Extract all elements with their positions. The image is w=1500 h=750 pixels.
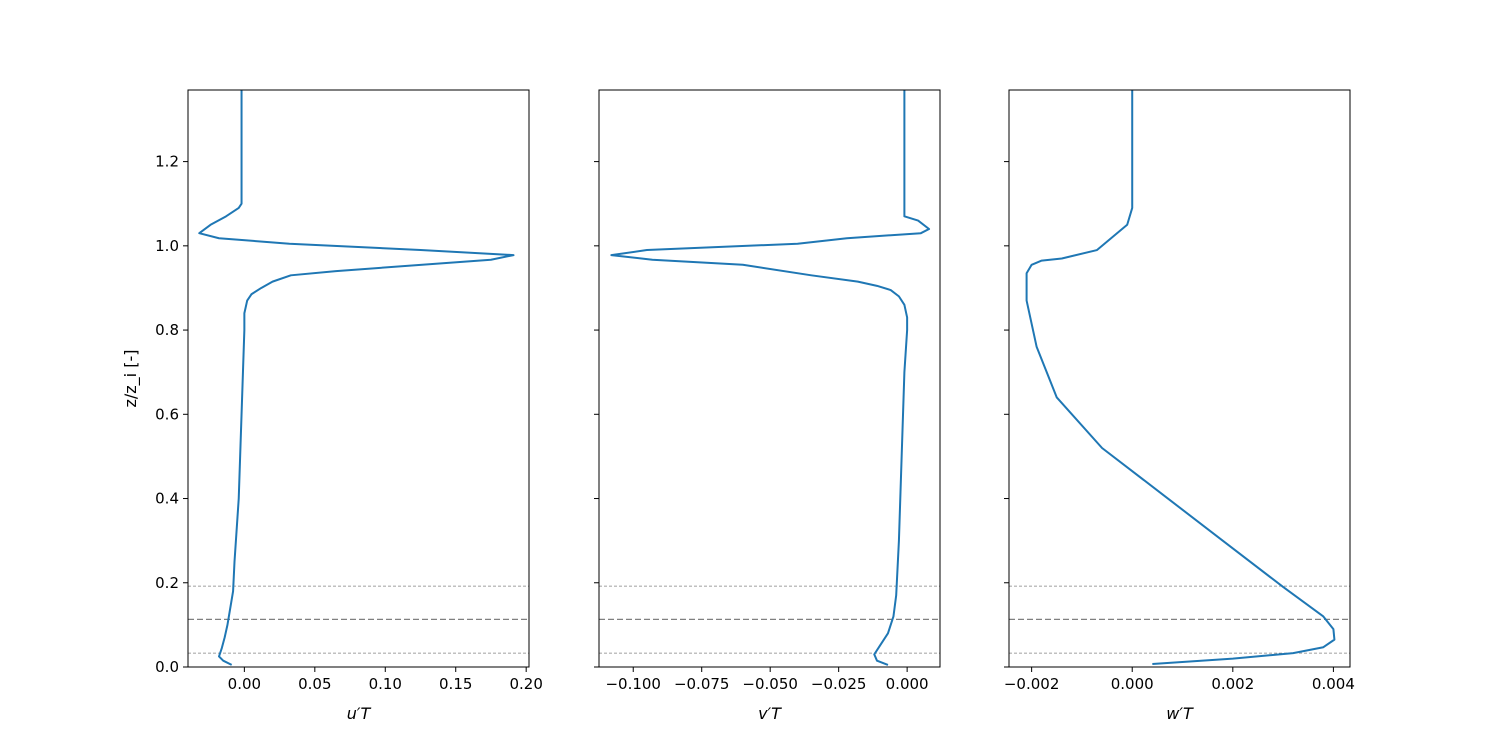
- panel-v-prime-t: −0.100 −0.075 −0.050 −0.025 0.000 v′T: [594, 89, 941, 723]
- x-tick-label: −0.025: [811, 675, 867, 693]
- y-tick-label: 1.0: [155, 237, 179, 255]
- x-axis-label: w′T: [1166, 704, 1194, 723]
- axes-frame: [598, 89, 941, 668]
- x-axis-label: u′T: [347, 704, 372, 723]
- profile-line-0: [198, 90, 515, 666]
- y-axis-label: z/z_i [-]: [121, 350, 141, 408]
- y-tick-label: 0.0: [155, 658, 179, 676]
- axes-frame: [187, 89, 530, 668]
- y-tick-label: 1.2: [155, 153, 179, 171]
- x-tick-label: 0.004: [1312, 675, 1355, 693]
- x-tick-label: 0.20: [509, 675, 542, 693]
- x-tick-label: −0.002: [1004, 675, 1060, 693]
- profile-line-0: [1025, 90, 1336, 666]
- x-tick-label: 0.10: [369, 675, 402, 693]
- x-tick-label: 0.000: [886, 675, 929, 693]
- axes-frame: [1008, 89, 1351, 668]
- panel-w-prime-t: −0.002 0.000 0.002 0.004 w′T: [1004, 89, 1355, 723]
- x-tick-label: −0.100: [605, 675, 661, 693]
- panel-u-prime-t: 0.00 0.05 0.10 0.15 0.20 0.0 0.2 0.4 0.6 0.8 1.0 1.…: [121, 89, 543, 723]
- x-tick-label: −0.075: [674, 675, 730, 693]
- y-tick-label: 0.2: [155, 574, 179, 592]
- x-axis-label: v′T: [758, 704, 782, 723]
- x-tick-label: 0.002: [1211, 675, 1254, 693]
- x-tick-label: 0.00: [228, 675, 261, 693]
- y-tick-label: 0.8: [155, 321, 179, 339]
- y-tick-label: 0.4: [155, 490, 179, 508]
- x-tick-label: 0.000: [1111, 675, 1154, 693]
- profile-line-0: [610, 90, 931, 666]
- x-tick-label: −0.050: [742, 675, 798, 693]
- y-tick-label: 0.6: [155, 405, 179, 423]
- x-tick-label: 0.15: [439, 675, 472, 693]
- x-tick-label: 0.05: [298, 675, 331, 693]
